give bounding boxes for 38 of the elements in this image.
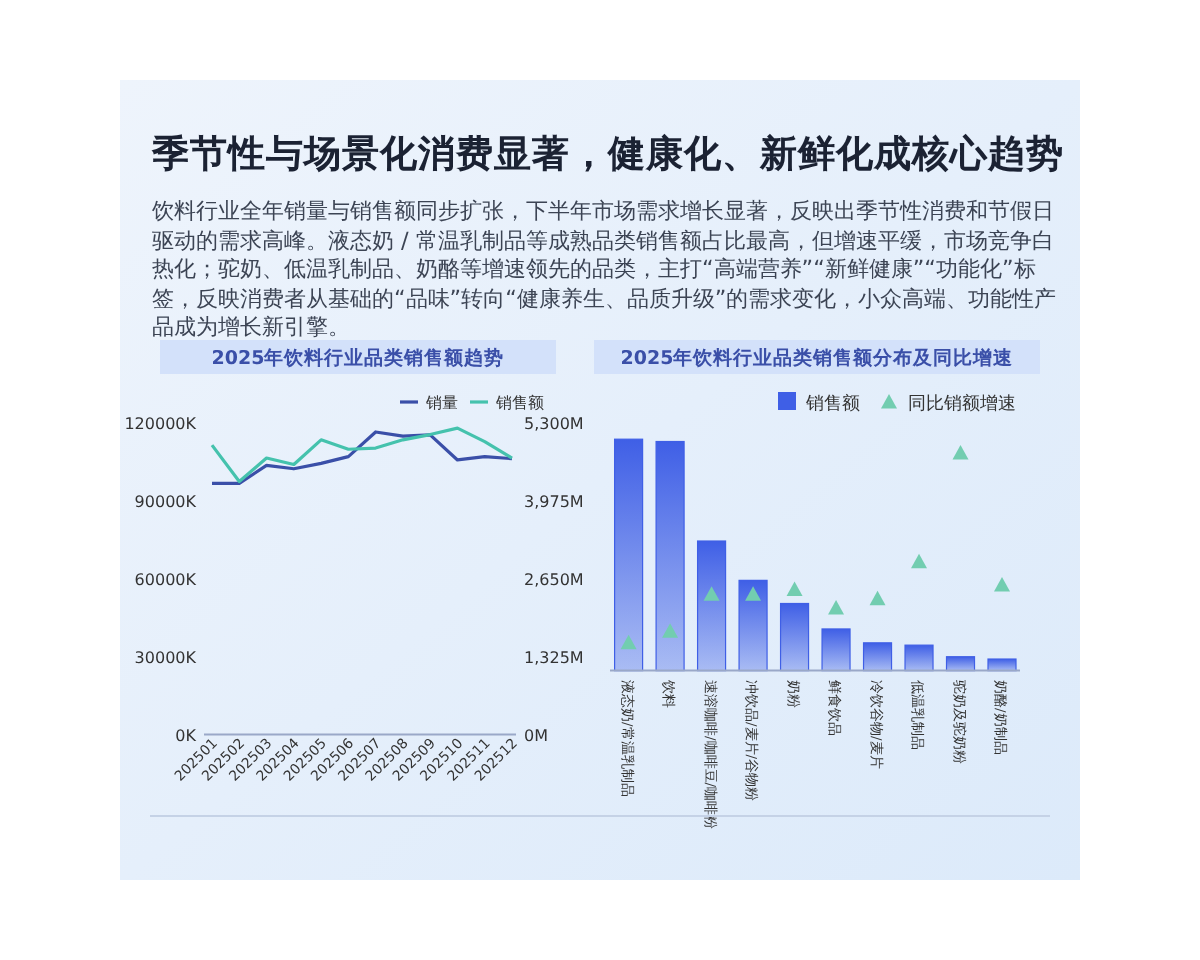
y-tick-label: 0K (175, 726, 198, 745)
bar (779, 602, 810, 672)
bar (821, 628, 851, 672)
point (620, 634, 637, 650)
point (911, 553, 928, 569)
bar (862, 642, 893, 672)
point (786, 581, 803, 597)
point (869, 590, 886, 606)
text: 季节性与场景化消费显著，健康化、新鲜化成核心趋势 (152, 132, 1064, 180)
y2-tick-label: 2,650M (524, 571, 584, 589)
bar (614, 438, 644, 672)
point (703, 586, 720, 601)
point (828, 600, 845, 615)
bar (987, 658, 1017, 672)
bar (696, 540, 727, 672)
bar (655, 440, 685, 672)
y2-tick-label: 5,300M (524, 415, 584, 434)
point (952, 445, 969, 460)
y-tick-label: 120000K (124, 415, 198, 434)
bar (904, 644, 934, 672)
legend-label: 销售额 (804, 393, 860, 415)
legend-label: 销量 (424, 394, 458, 412)
y-tick-label: 90000K (134, 493, 198, 512)
y2-tick-label: 0M (524, 726, 549, 745)
legend-label: 同比销额增速 (908, 393, 1016, 415)
y2-tick-label: 1,325M (524, 648, 584, 667)
bar (945, 656, 976, 672)
legend-label: 销售额 (494, 394, 544, 412)
point (745, 586, 762, 601)
y-tick-label: 30000K (134, 648, 198, 667)
y-tick-label: 60000K (134, 571, 198, 589)
point (994, 576, 1010, 592)
y2-tick-label: 3,975M (524, 493, 584, 512)
chart-title: 2025年饮料行业品类销售额趋势 (211, 346, 505, 370)
chart-title: 2025年饮料行业品类销售额分布及同比增速 (620, 346, 1016, 370)
point (662, 623, 679, 638)
text: 饮料行业全年销量与销售额同步扩张，下半年市场需求增长显著，反映出季节性消费和节假日驱动的需求高峰。液态奶 / 常温乳制品等成熟品类销售额占比最高，但增速平缓，市场竞争白热化；驼奶、低温乳制品、奶酪等增速领先的品类，主打“高端营养”“新鲜健康”“功能化”标签，反映消费者从基础的“品味”转向“健康养生、品质升级”的需求变化，小众高端、功能性产品成为增长新引擎。 (152, 198, 1059, 344)
bar (738, 579, 768, 672)
